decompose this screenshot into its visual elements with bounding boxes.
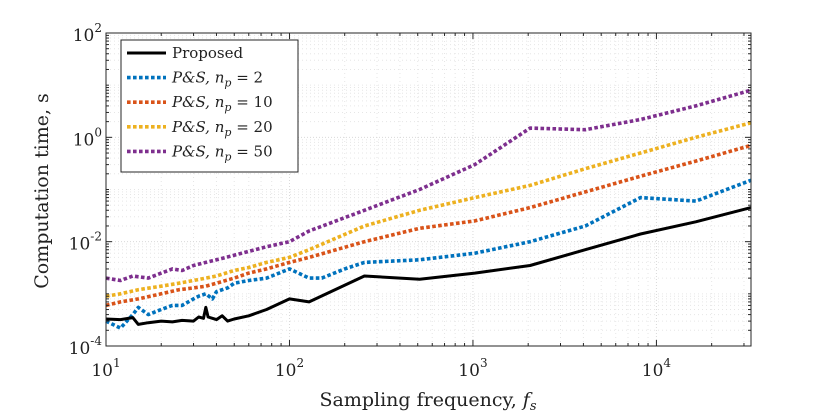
- series-layer: [105, 88, 752, 330]
- legend-label-2: P&S, np = 10: [171, 93, 273, 114]
- legend-ps: P&S,: [171, 69, 215, 87]
- y-tick-base: 10: [73, 26, 95, 46]
- x-tick-label: 101: [91, 356, 120, 381]
- x-tick-label: 103: [458, 356, 487, 381]
- legend-sub: p: [224, 150, 231, 163]
- y-tick-exp: 0: [94, 125, 102, 139]
- y-tick-label: 102: [73, 21, 102, 46]
- x-tick-base: 10: [275, 361, 297, 381]
- series-line-0: [105, 206, 752, 326]
- y-tick-base: 10: [73, 130, 95, 150]
- x-axis-label-text: Sampling frequency,: [319, 389, 522, 411]
- x-tick-base: 10: [91, 361, 113, 381]
- x-axis-label-var: f: [521, 389, 533, 411]
- legend-eq: = 10: [231, 93, 272, 111]
- legend-eq: = 2: [231, 69, 263, 87]
- legend-sub: p: [224, 101, 231, 114]
- legend-n: n: [215, 69, 225, 87]
- series-line-3: [105, 121, 752, 298]
- tick-marks: [105, 32, 751, 347]
- series-line-1: [105, 178, 752, 330]
- legend-eq: = 20: [231, 118, 272, 136]
- legend-n: n: [215, 93, 225, 111]
- y-tick-exp: 2: [94, 21, 102, 35]
- legend-label-3: P&S, np = 20: [171, 118, 273, 139]
- legend-ps: P&S,: [171, 93, 215, 111]
- legend-eq: = 50: [231, 142, 272, 160]
- y-tick-label: 10-4: [69, 334, 103, 359]
- y-tick-base: 10: [69, 339, 91, 359]
- y-tick-base: 10: [69, 235, 91, 255]
- legend-label-1: P&S, np = 2: [171, 69, 263, 90]
- legend-ps: P&S,: [171, 142, 215, 160]
- x-tick-exp: 1: [113, 356, 121, 370]
- y-tick-label: 100: [73, 125, 102, 150]
- legend-label-0: Proposed: [172, 44, 244, 62]
- legend-box: [120, 39, 299, 173]
- legend-n: n: [215, 118, 225, 136]
- x-tick-base: 10: [642, 361, 664, 381]
- series-line-2: [105, 143, 752, 308]
- x-tick-label: 104: [642, 356, 672, 381]
- y-tick-label: 10-2: [69, 230, 102, 255]
- y-axis-label: Computation time, s: [31, 93, 53, 289]
- x-axis-label: Sampling frequency, fs: [319, 389, 536, 414]
- x-tick-exp: 3: [480, 356, 488, 370]
- y-tick-exp: -2: [90, 230, 102, 244]
- series-line-4: [105, 88, 752, 283]
- x-tick-base: 10: [458, 361, 480, 381]
- legend-n: n: [215, 142, 225, 160]
- legend-sub: p: [224, 77, 231, 90]
- x-tick-label: 102: [275, 356, 304, 381]
- legend-label-4: P&S, np = 50: [171, 142, 273, 163]
- x-tick-exp: 2: [296, 356, 304, 370]
- legend-sub: p: [224, 126, 231, 139]
- x-axis-label-sub: s: [530, 399, 537, 414]
- x-tick-exp: 4: [663, 356, 671, 370]
- legend-ps: P&S,: [171, 118, 215, 136]
- y-tick-exp: -4: [90, 334, 102, 348]
- x-tick-labels: 101 102 103 104: [91, 356, 671, 381]
